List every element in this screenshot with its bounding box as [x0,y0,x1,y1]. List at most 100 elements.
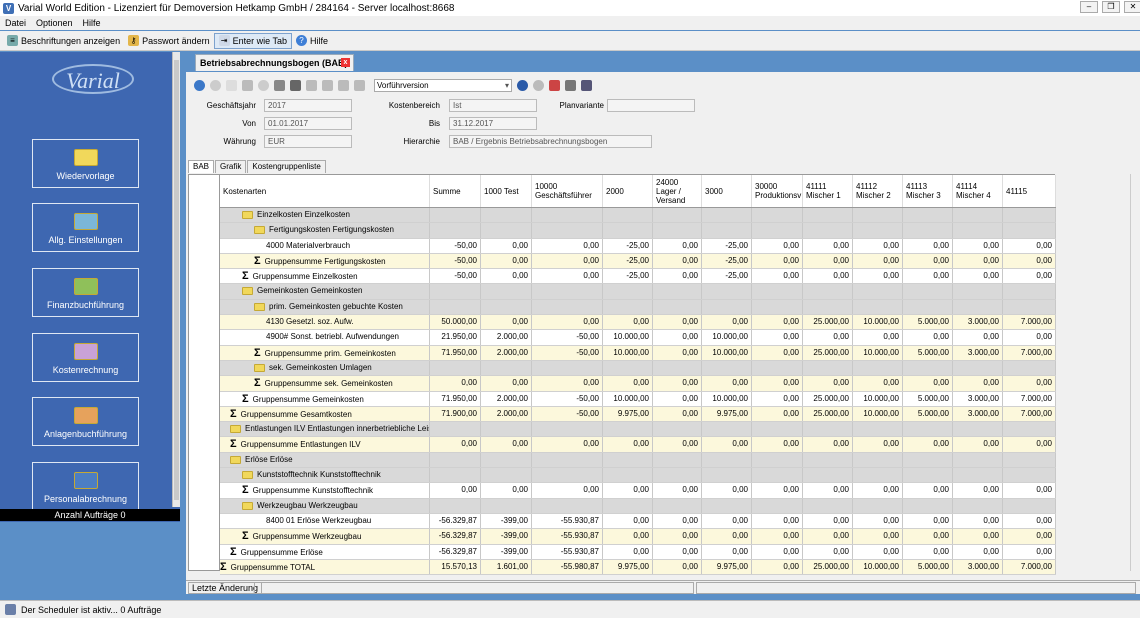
table-row[interactable]: 4900# Sonst. betriebl. Aufwendungen 21.95… [220,330,1056,346]
value-cell [953,360,1003,376]
tab-bab[interactable]: BAB [188,160,215,173]
row-label: Fertigungskosten Fertigungskosten [269,225,394,235]
table-row[interactable]: Gemeinkosten Gemeinkosten [220,284,1056,300]
table-row[interactable]: Werkzeugbau Werkzeugbau [220,498,1056,514]
column-header[interactable]: 24000 Lager / Versand [653,175,702,207]
column-header[interactable]: 41112 Mischer 2 [853,175,903,207]
nav-personalabrechnung[interactable]: Personalabrechnung [32,462,139,511]
column-header[interactable]: Kostenarten [220,175,430,207]
column-header[interactable]: 2000 [603,175,653,207]
folder-icon [74,213,98,230]
column-header[interactable]: 30000 Produktionsv [752,175,803,207]
menu-datei[interactable]: Datei [5,18,27,28]
table-row[interactable]: Entlastungen ILV Entlastungen innerbetri… [220,422,1056,438]
new-icon[interactable] [226,79,237,91]
last-record-icon[interactable] [354,79,365,91]
table-row[interactable]: Σ Gruppensumme Fertigungskosten -50,00 0,00… [220,253,1056,270]
print-icon[interactable] [290,79,301,91]
maximize-button[interactable]: ❐ [1102,1,1120,13]
menu-hilfe[interactable]: Hilfe [82,18,101,28]
value-cell: 0,00 [903,513,953,529]
folder-icon [74,149,98,166]
table-row[interactable]: 4130 Gesetzl. soz. Aufw. 50.000,00 0,00 0,0… [220,315,1056,331]
copy-icon[interactable] [274,79,285,91]
value-cell: -25,00 [702,253,752,269]
value-cell: 2.000,00 [481,391,532,406]
nav-scrollbar[interactable] [172,52,180,507]
table-row[interactable]: Erlöse Erlöse [220,452,1056,469]
tab-grafik[interactable]: Grafik [215,160,247,173]
table-row[interactable]: 8400 01 Erlöse Werkzeugbau -56.329,87 -399… [220,513,1056,530]
nav-kostenrechnung[interactable]: Kostenrechnung [32,333,139,382]
column-header[interactable]: 41115 [1003,175,1056,207]
table-row[interactable]: Σ Gruppensumme Kunststofftechnik 0,00 0,00 0… [220,483,1056,499]
labels-icon: ≡ [7,35,18,46]
close-tab-icon[interactable]: x [341,58,350,67]
next-record-icon[interactable] [338,79,349,91]
table-row[interactable]: Σ Gruppensumme Entlastungen ILV 0,00 0,00 0,… [220,437,1056,453]
table-row[interactable]: Σ Gruppensumme Erlöse -56.329,87 -399,00 -55… [220,544,1056,560]
table-row[interactable]: sek. Gemeinkosten Umlagen [220,360,1056,377]
value-cell [702,208,752,223]
nav-wiedervorlage[interactable]: Wiedervorlage [32,139,139,188]
menu-optionen[interactable]: Optionen [36,18,73,28]
currency-field[interactable]: EUR [264,135,352,148]
plan-variant-field[interactable] [607,99,695,112]
enter-tab-button[interactable]: ⇥ Enter wie Tab [213,32,292,49]
table-row[interactable]: Σ Gruppensumme Gesamtkosten 71.900,00 2.000… [220,406,1056,423]
table-row[interactable]: Σ Gruppensumme prim. Gemeinkosten 71.950,0… [220,345,1056,361]
nav-anlagenbuchfuehrung[interactable]: Anlagenbuchführung [32,397,139,446]
value-cell: -50,00 [532,406,603,422]
value-cell: 2.000,00 [481,330,532,345]
column-header[interactable]: 41114 Mischer 4 [953,175,1003,207]
password-button[interactable]: ⚷ Passwort ändern [124,33,214,49]
settings-icon[interactable] [581,79,592,91]
table-row[interactable]: Einzelkosten Einzelkosten [220,208,1056,224]
column-header[interactable]: 1000 Test [481,175,532,207]
back-icon[interactable] [194,79,205,91]
fiscal-year-field[interactable]: 2017 [264,99,352,112]
stop-icon[interactable] [533,79,544,91]
table-row[interactable]: Σ Gruppensumme sek. Gemeinkosten 0,00 0,00 0… [220,376,1056,392]
table-row[interactable]: 4000 Materialverbrauch -50,00 0,00 0,00 -25,… [220,238,1056,254]
document-tab[interactable]: Betriebsabrechnungsbogen (BAB) x [195,54,354,71]
help-button[interactable]: ? Hilfe [292,33,332,49]
row-label-cell: Σ Gruppensumme sek. Gemeinkosten [220,376,430,391]
tab-kostengruppenliste[interactable]: Kostengruppenliste [247,160,326,173]
to-field[interactable]: 31.12.2017 [449,117,537,130]
prev-record-icon[interactable] [322,79,333,91]
table-row[interactable]: Σ Gruppensumme Gemeinkosten 71.950,00 2.000… [220,391,1056,407]
column-header[interactable]: Summe [430,175,481,207]
table-row[interactable]: prim. Gemeinkosten gebuchte Kosten [220,299,1056,316]
value-cell [903,452,953,468]
first-record-icon[interactable] [306,79,317,91]
table-vertical-scrollbar[interactable] [1130,174,1140,571]
minimize-button[interactable]: – [1080,1,1098,13]
labels-button[interactable]: ≡ Beschriftungen anzeigen [3,33,124,49]
nav-allg-einstellungen[interactable]: Allg. Einstellungen [32,203,139,252]
hierarchy-field[interactable]: BAB / Ergebnis Betriebsabrechnungsbogen [449,135,652,148]
table-row[interactable]: Kunststofftechnik Kunststofftechnik [220,468,1056,484]
from-field[interactable]: 01.01.2017 [264,117,352,130]
value-cell: 25.000,00 [803,345,853,360]
forward-icon[interactable] [210,79,221,91]
column-header[interactable]: 41111 Mischer 1 [803,175,853,207]
cost-area-field[interactable]: Ist [449,99,537,112]
column-header[interactable]: 41113 Mischer 3 [903,175,953,207]
table-row[interactable]: Fertigungskosten Fertigungskosten [220,223,1056,239]
version-select[interactable]: Vorführversion [374,78,512,92]
table-row[interactable]: Σ Gruppensumme Werkzeugbau -56.329,87 -399,… [220,529,1056,545]
nav-finanzbuchfuehrung[interactable]: Finanzbuchführung [32,268,139,317]
close-button[interactable]: ✕ [1124,1,1140,13]
value-cell: 0,00 [702,315,752,330]
column-header[interactable]: 3000 [702,175,752,207]
tools-icon[interactable] [565,79,576,91]
table-row[interactable]: Σ Gruppensumme Einzelkosten -50,00 0,00 0,00… [220,269,1056,285]
export-icon[interactable] [549,79,560,91]
column-header[interactable]: 10000 Geschäftsführer [532,175,603,207]
globe-icon[interactable] [517,79,528,91]
cancel-icon[interactable] [258,79,269,91]
table-row[interactable]: Σ Gruppensumme TOTAL 15.570,13 1.601,00 -55.… [220,559,1056,576]
value-cell: 0,00 [653,345,702,360]
save-icon[interactable] [242,79,253,91]
